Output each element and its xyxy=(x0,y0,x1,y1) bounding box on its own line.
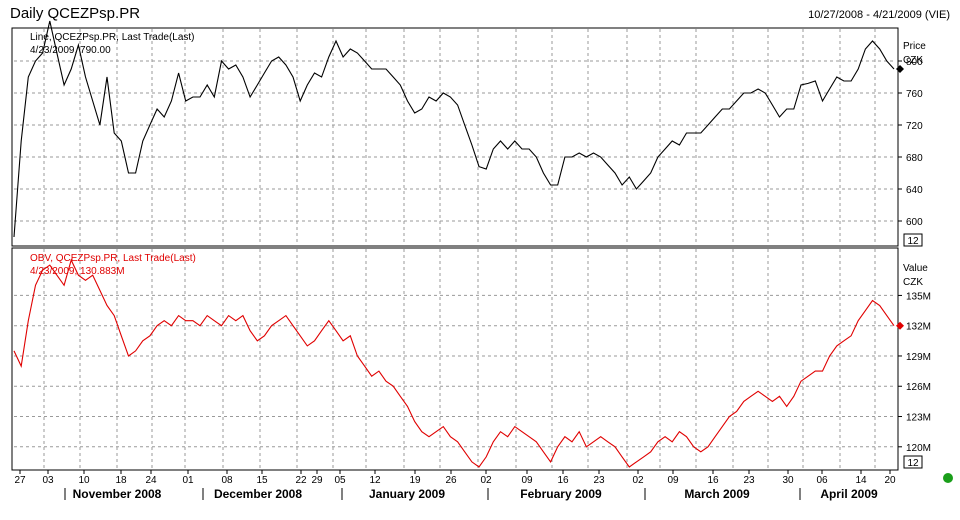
x-tick-label: 27 xyxy=(14,475,26,486)
series-line xyxy=(13,258,895,468)
x-tick-label: 05 xyxy=(334,475,346,486)
obv-axis-unit: CZK xyxy=(903,277,923,288)
obv-gridlines xyxy=(14,249,896,469)
x-tick-label: 10 xyxy=(78,475,90,486)
x-tick-label: 16 xyxy=(707,475,719,486)
last-value-marker xyxy=(896,65,904,73)
obv-legend-line1: OBV, QCEZPsp.PR, Last Trade(Last) xyxy=(30,253,196,264)
month-label: February 2009 xyxy=(520,487,602,501)
x-tick-label: 23 xyxy=(743,475,755,486)
price-axis-unit: CZK xyxy=(903,55,923,66)
month-label: January 2009 xyxy=(369,487,445,501)
y-tick-label: 600 xyxy=(906,217,923,228)
y-tick-label: 123M xyxy=(906,413,931,424)
x-tick-label: 24 xyxy=(145,475,157,486)
y-tick-label: 640 xyxy=(906,185,923,196)
price-legend-line2: 4/23/2009, 790.00 xyxy=(30,45,111,56)
obv-corner-label[interactable]: 12 xyxy=(907,458,919,469)
x-tick-label: 03 xyxy=(42,475,54,486)
month-label: November 2008 xyxy=(73,487,162,501)
x-tick-label: 06 xyxy=(816,475,828,486)
y-tick-label: 680 xyxy=(906,153,923,164)
x-tick-label: 19 xyxy=(409,475,421,486)
price-axis-title: Price xyxy=(903,41,926,52)
x-tick-label: 26 xyxy=(445,475,457,486)
obv-corner-box[interactable] xyxy=(903,455,923,469)
month-label: December 2008 xyxy=(214,487,302,501)
obv-axis: 120M 123M 126M 129M 132M 135M xyxy=(898,291,931,454)
date-range: 10/27/2008 - 4/21/2009 (VIE) xyxy=(808,9,950,21)
x-tick-label: 14 xyxy=(855,475,867,486)
y-tick-label: 132M xyxy=(906,322,931,333)
month-label: April 2009 xyxy=(820,487,878,501)
x-tick-label: 30 xyxy=(782,475,794,486)
obv-axis-title: Value xyxy=(903,263,928,274)
price-corner-label[interactable]: 12 xyxy=(907,236,919,247)
x-tick-label: 08 xyxy=(221,475,233,486)
x-tick-label: 15 xyxy=(256,475,268,486)
obv-legend-line2: 4/23/2009, 130.883M xyxy=(30,266,125,277)
price-corner-box[interactable] xyxy=(903,233,923,247)
x-tick-label: 18 xyxy=(115,475,127,486)
obv-panel-frame xyxy=(11,247,899,471)
x-tick-label: 01 xyxy=(182,475,194,486)
x-tick-label: 09 xyxy=(521,475,533,486)
y-tick-label: 129M xyxy=(906,352,931,363)
x-tick-label: 09 xyxy=(667,475,679,486)
chart-title: Daily QCEZPsp.PR xyxy=(10,5,141,22)
price-panel-frame xyxy=(11,27,899,247)
x-tick-label: 02 xyxy=(480,475,492,486)
x-axis: 27 03 10 18 24 01 08 15 22 29 05 12 19 26 02 09 16 23 02 09… xyxy=(12,469,898,501)
green-circle-icon xyxy=(943,473,953,483)
y-tick-label: 120M xyxy=(906,443,931,454)
x-tick-label: 29 xyxy=(311,475,323,486)
month-label: March 2009 xyxy=(684,487,750,501)
x-tick-label: 02 xyxy=(632,475,644,486)
y-tick-label: 800 xyxy=(906,57,923,68)
y-tick-label: 135M xyxy=(906,291,931,302)
y-tick-label: 126M xyxy=(906,382,931,393)
obv-series xyxy=(13,258,904,468)
x-tick-label: 22 xyxy=(295,475,307,486)
price-series xyxy=(13,20,904,238)
y-tick-label: 720 xyxy=(906,121,923,132)
price-legend-line1: Line, QCEZPsp.PR, Last Trade(Last) xyxy=(30,32,195,43)
x-tick-label: 12 xyxy=(369,475,381,486)
last-value-marker xyxy=(896,321,904,330)
price-gridlines xyxy=(14,29,896,245)
series-line xyxy=(13,20,895,238)
x-tick-label: 16 xyxy=(557,475,569,486)
x-tick-label: 23 xyxy=(593,475,605,486)
y-tick-label: 760 xyxy=(906,89,923,100)
x-tick-label: 20 xyxy=(884,475,896,486)
price-axis: 600 640 680 720 760 800 xyxy=(898,57,923,228)
